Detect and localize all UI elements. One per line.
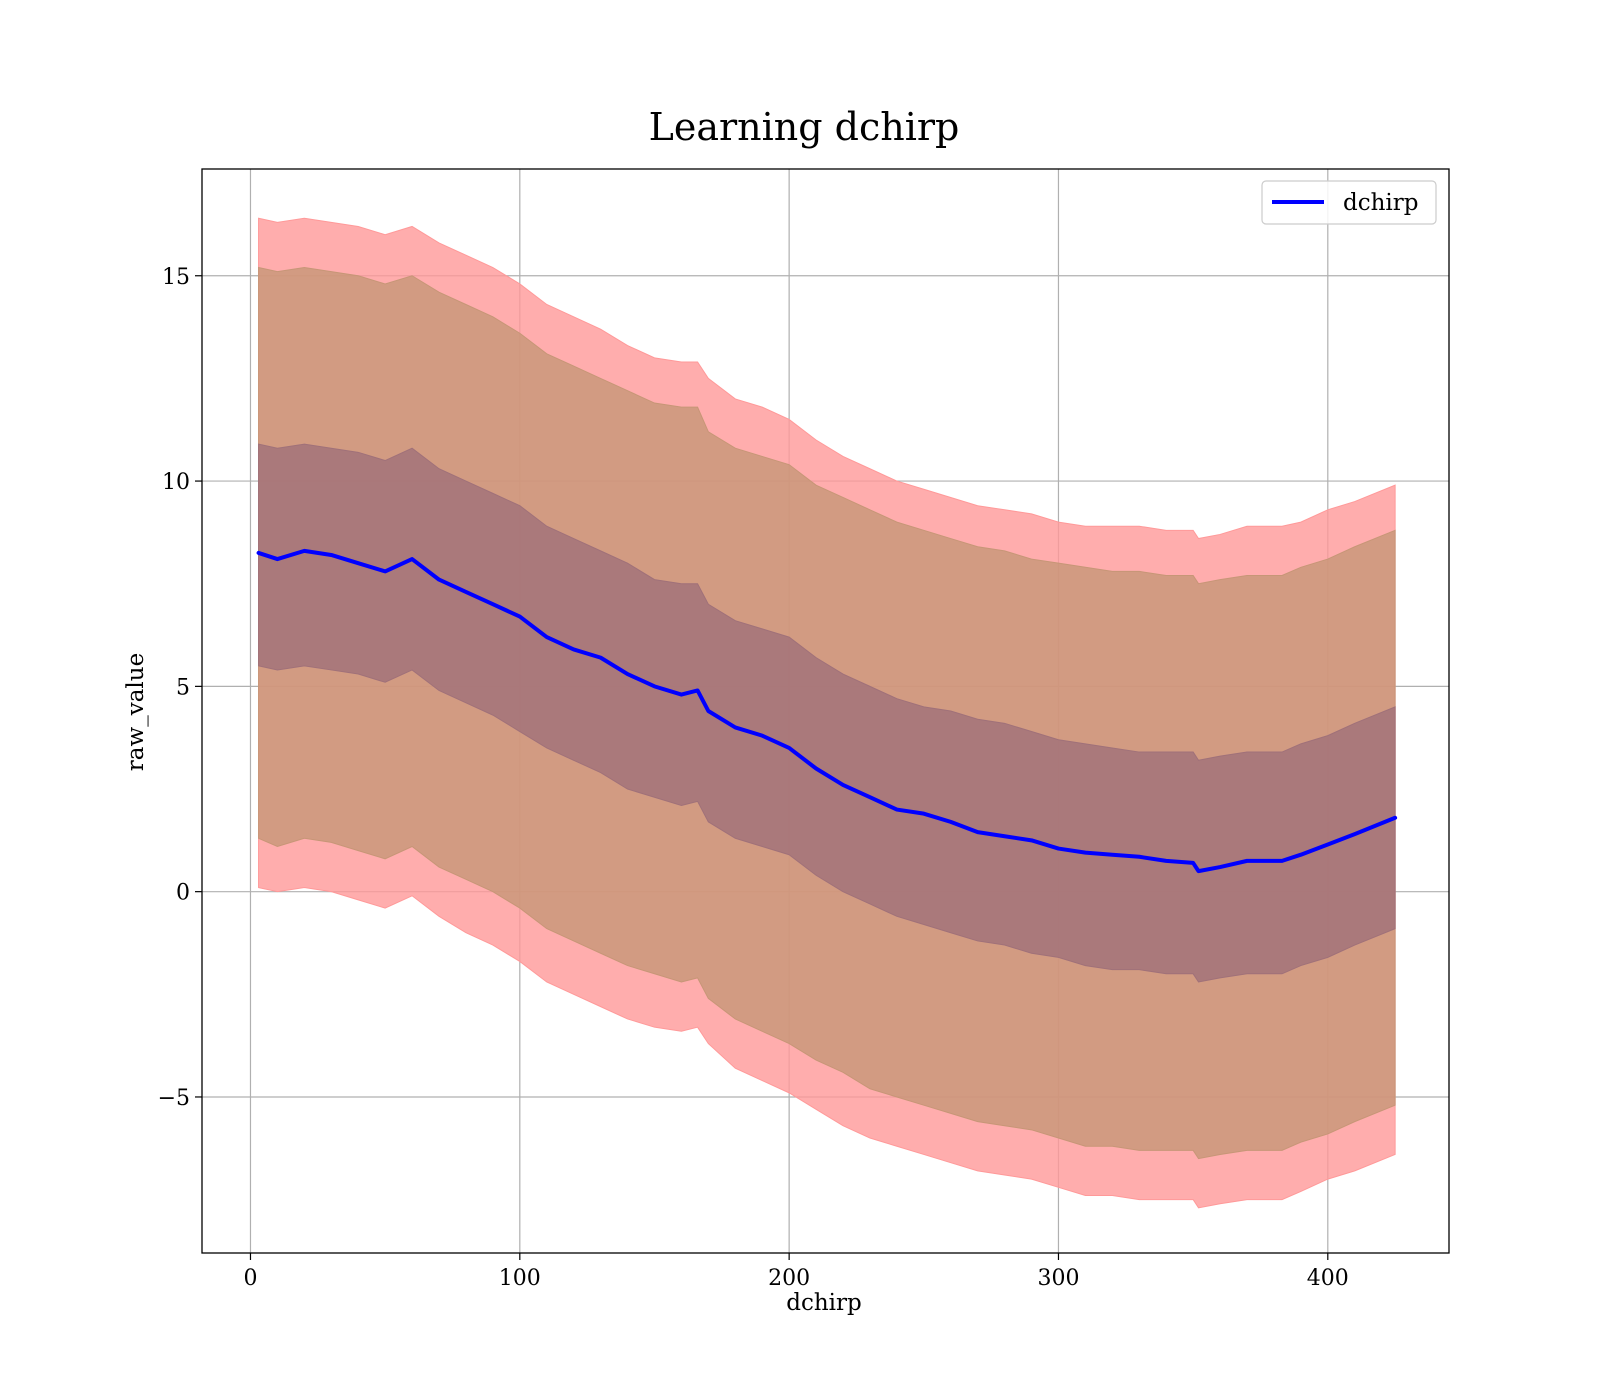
y-axis-ticks: −5 0 5 10 15 [158,265,202,1111]
legend-box [1261,180,1437,225]
x-tick-label-0: 0 [243,1266,257,1291]
x-tick-label-4: 400 [1307,1266,1349,1291]
series-line-dchirp [256,548,1398,874]
y-tick-label-1: 0 [176,881,190,906]
x-tick-label-3: 300 [1037,1266,1079,1291]
legend: dchirp [1261,180,1437,225]
y-axis-label: raw_value [123,653,149,771]
x-axis-ticks: 0 100 200 300 400 [243,1253,1349,1291]
inner-band [258,443,1396,983]
plot-area-frame [201,168,1450,1254]
series-lines [256,548,1398,874]
x-tick-label-2: 200 [768,1266,810,1291]
y-tick-label-3: 10 [162,470,190,495]
x-tick-label-1: 100 [499,1266,541,1291]
y-tick-label-0: −5 [158,1086,190,1111]
confidence-bands [258,217,1396,1209]
y-tick-label-4: 15 [162,265,190,290]
x-axis-label: dchirp [786,1290,862,1316]
legend-entry-dchirp: dchirp [1343,190,1419,216]
chart-title: Learning dchirp [649,105,960,149]
y-tick-label-2: 5 [176,675,190,700]
